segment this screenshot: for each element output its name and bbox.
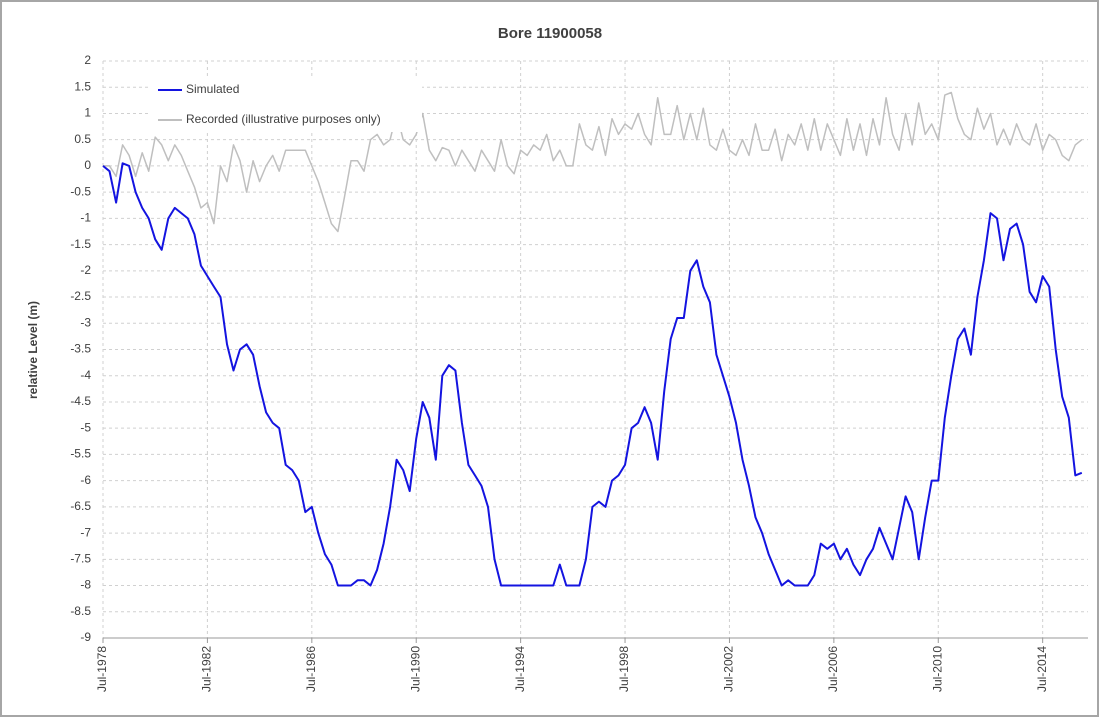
y-tick-label: 0	[84, 158, 91, 172]
x-tick-label: Jul-2014	[1035, 646, 1049, 692]
y-tick-label: -1.5	[70, 237, 91, 251]
y-tick-label: -8	[80, 578, 91, 592]
x-tick-label: Jul-2002	[722, 646, 736, 692]
y-tick-label: -4	[80, 368, 91, 382]
x-tick-label: Jul-1978	[95, 646, 109, 692]
y-tick-label: -4.5	[70, 394, 91, 408]
x-tick-label: Jul-1986	[304, 646, 318, 692]
y-tick-label: -1	[80, 211, 91, 225]
y-tick-label: -6.5	[70, 499, 91, 513]
y-tick-label: -0.5	[70, 184, 91, 198]
y-tick-label: -6	[80, 473, 91, 487]
series-line	[102, 162, 1083, 587]
y-tick-label: -7.5	[70, 551, 91, 565]
legend-box	[150, 76, 422, 132]
y-tick-label: -2.5	[70, 289, 91, 303]
y-tick-label: -2	[80, 263, 91, 277]
chart-title: Bore 11900058	[498, 25, 602, 42]
x-tick-label: Jul-1994	[513, 646, 527, 692]
x-tick-label: Jul-2010	[930, 646, 944, 692]
y-tick-label: 0.5	[74, 132, 91, 146]
series-line	[103, 91, 1083, 233]
y-tick-label: -5	[80, 420, 91, 434]
y-tick-label: -7	[80, 525, 91, 539]
x-tick-label: Jul-2006	[826, 646, 840, 692]
y-tick-label: -3	[80, 315, 91, 329]
y-tick-label: -8.5	[70, 604, 91, 618]
y-tick-label: -5.5	[70, 447, 91, 461]
y-tick-label: 2	[84, 53, 91, 67]
y-tick-label: -3.5	[70, 342, 91, 356]
y-tick-label: -9	[80, 630, 91, 644]
x-tick-label: Jul-1998	[617, 646, 631, 692]
x-tick-label: Jul-1990	[408, 646, 422, 692]
legend-label: Recorded (illustrative purposes only)	[186, 112, 381, 126]
y-tick-label: 1	[84, 106, 91, 120]
legend-label: Simulated	[186, 82, 239, 96]
y-tick-label: 1.5	[74, 79, 91, 93]
y-axis-label: relative Level (m)	[26, 301, 40, 399]
x-tick-label: Jul-1982	[200, 646, 214, 692]
